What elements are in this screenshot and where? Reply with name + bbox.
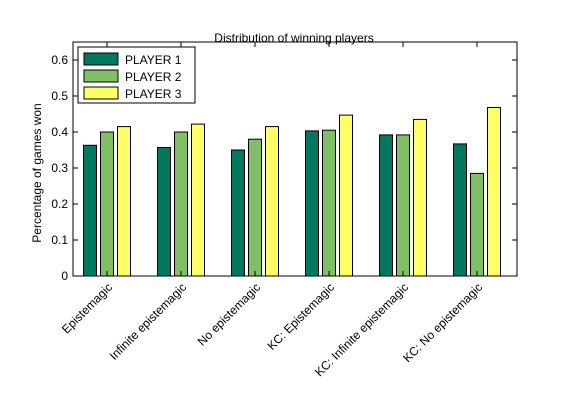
x-tick-label: Epistemagic — [59, 280, 115, 336]
x-tick-label: Infinite epistemagic — [107, 280, 190, 363]
bar-3-3 — [265, 126, 279, 277]
plot-frame — [72, 41, 518, 277]
bar-2-4 — [322, 129, 336, 277]
y-axis-label: Percentage of games won — [30, 103, 44, 242]
y-tick-label: 0.6 — [51, 53, 68, 67]
bar-1-4 — [305, 130, 319, 277]
bar-3-4 — [339, 114, 353, 277]
chart-title: Distribution of winning players — [214, 31, 373, 45]
bar-3-2 — [191, 123, 205, 277]
legend-swatch-3 — [83, 86, 119, 100]
x-tick-label: No epistemagic — [195, 280, 263, 348]
bar-2-3 — [248, 138, 262, 277]
bar-2-1 — [100, 131, 114, 277]
legend-label-2: PLAYER 2 — [125, 70, 182, 84]
bar-3-1 — [117, 126, 131, 277]
bar-1-6 — [453, 143, 467, 277]
legend-swatch-1 — [83, 52, 119, 66]
bar-1-2 — [157, 147, 171, 277]
bar-3-6 — [487, 107, 501, 277]
x-tick-label: KC: Epistemagic — [264, 280, 337, 353]
y-tick-label: 0.1 — [51, 233, 68, 247]
bar-2-6 — [470, 172, 484, 277]
bar-1-5 — [379, 134, 393, 277]
y-tick-label: 0.5 — [51, 89, 68, 103]
legend-label-1: PLAYER 1 — [125, 53, 182, 67]
y-tick-label: 0 — [61, 269, 68, 283]
x-tick-label: KC: No epistemagic — [400, 280, 485, 365]
y-tick-label: 0.2 — [51, 197, 68, 211]
bar-1-1 — [83, 144, 97, 277]
y-tick-label: 0.3 — [51, 161, 68, 175]
legend-label-3: PLAYER 3 — [125, 87, 182, 101]
bar-3-5 — [413, 118, 427, 277]
bar-2-5 — [396, 134, 410, 277]
y-tick-label: 0.4 — [51, 125, 68, 139]
bar-1-3 — [231, 149, 245, 277]
legend: PLAYER 1 PLAYER 2 PLAYER 3 — [77, 46, 196, 104]
bar-2-2 — [174, 131, 188, 277]
legend-swatch-2 — [83, 69, 119, 83]
